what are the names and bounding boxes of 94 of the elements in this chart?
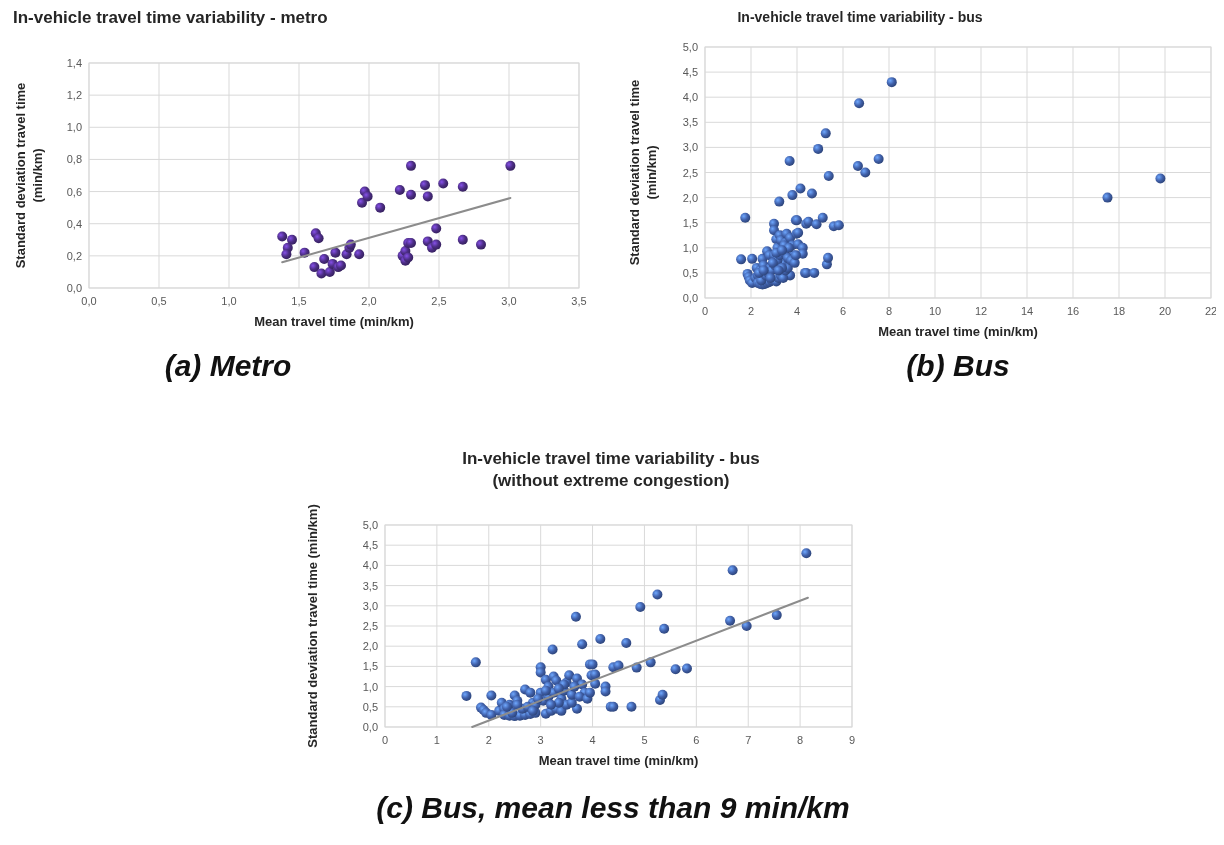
- x-tick-label: 8: [885, 305, 893, 317]
- text: (b) Bus: [906, 349, 1010, 382]
- y-tick-label: 0,2: [66, 249, 82, 262]
- y-tick-label: 3,0: [362, 599, 378, 612]
- x-tick-label: 2: [747, 305, 755, 317]
- x-tick-label: 9: [848, 734, 856, 746]
- point: [420, 180, 430, 191]
- y-tick-label: 0,8: [66, 153, 82, 166]
- x-tick-label: 2,5: [431, 295, 447, 307]
- text: (c) Bus, mean less than 9 min/km: [376, 791, 850, 824]
- y-tick-label: 3,5: [682, 116, 698, 129]
- x-tick-label: 1,0: [221, 295, 237, 307]
- point: [431, 223, 442, 234]
- point: [394, 184, 405, 195]
- x-tick-label: 0,5: [151, 295, 167, 307]
- y-tick-label: 4,5: [682, 66, 698, 79]
- x-tick-label: 3,5: [571, 295, 587, 307]
- point: [438, 178, 449, 189]
- x-axis-title: Mean travel time (min/km): [538, 753, 699, 768]
- x-tick-label: 0: [381, 734, 389, 746]
- point: [375, 202, 386, 213]
- y-tick-label: 0,0: [66, 282, 82, 294]
- y-tick-label: 3,5: [362, 579, 378, 592]
- point: [505, 160, 516, 171]
- y-tick-label: 1,0: [362, 680, 378, 693]
- chart-title: In-vehicle travel time variability - bus: [737, 9, 983, 25]
- x-axis-title: Mean travel time (min/km): [878, 324, 1038, 339]
- point: [324, 266, 335, 277]
- y-axis-title: Standard deviation travel time (min/km): [627, 79, 660, 266]
- x-tick-label: 12: [974, 305, 988, 317]
- x-tick-label: 0,0: [81, 295, 97, 307]
- x-tick-label: 4: [793, 305, 801, 317]
- x-tick-label: 0: [701, 305, 709, 317]
- y-tick-label: 0,6: [66, 185, 82, 198]
- point: [277, 231, 288, 242]
- y-tick-label: 4,0: [682, 91, 698, 104]
- y-tick-label: 0,4: [66, 217, 82, 230]
- y-tick-label: 0,5: [362, 700, 378, 713]
- x-tick-label: 6: [693, 734, 700, 746]
- point: [457, 181, 468, 192]
- point: [354, 249, 365, 260]
- x-tick-label: 3,0: [501, 295, 517, 307]
- y-tick-label: 4,0: [362, 559, 378, 572]
- point: [313, 233, 324, 244]
- chart-title: In-vehicle travel time variability - bus (without extreme congestion): [462, 449, 760, 490]
- text: (a) Metro: [164, 349, 292, 382]
- x-tick-label: 18: [1112, 305, 1126, 317]
- x-tick-label: 3: [537, 734, 544, 746]
- x-tick-label: 2: [485, 734, 492, 746]
- y-tick-label: 1,2: [66, 89, 82, 102]
- y-tick-label: 2,0: [682, 191, 698, 204]
- x-tick-label: 16: [1066, 305, 1080, 317]
- y-tick-label: 1,5: [362, 660, 378, 673]
- y-tick-label: 4,5: [362, 539, 378, 552]
- point: [287, 234, 297, 245]
- point: [362, 191, 373, 202]
- x-tick-label: 14: [1020, 305, 1034, 317]
- x-tick-label: 7: [745, 734, 752, 746]
- x-tick-label: 6: [839, 305, 847, 317]
- y-tick-label: 1,0: [682, 241, 698, 254]
- y-tick-label: 1,0: [66, 121, 82, 134]
- point: [357, 197, 367, 208]
- y-tick-label: 0,0: [362, 721, 378, 733]
- y-tick-label: 5,0: [682, 41, 698, 53]
- point: [330, 247, 341, 258]
- point: [309, 262, 320, 273]
- x-axis-title: Mean travel time (min/km): [254, 314, 414, 329]
- y-tick-label: 2,5: [362, 620, 378, 632]
- chart-title: In-vehicle travel time variability - metro: [13, 8, 328, 27]
- y-axis-title: Standard deviation travel time (min/km): [13, 82, 46, 269]
- y-tick-label: 2,0: [362, 640, 378, 653]
- point: [406, 189, 416, 200]
- point: [422, 191, 433, 202]
- point: [431, 239, 442, 250]
- y-axis-title: Standard deviation travel time (min/km): [305, 504, 321, 748]
- y-tick-label: 3,0: [682, 141, 698, 154]
- x-tick-label: 5: [641, 734, 648, 746]
- y-tick-label: 2,5: [682, 166, 698, 179]
- x-tick-label: 1,5: [291, 295, 307, 307]
- point: [281, 249, 292, 260]
- x-tick-label: 10: [928, 305, 942, 317]
- point: [476, 239, 486, 250]
- x-tick-label: 22: [1204, 305, 1218, 317]
- y-tick-label: 1,4: [66, 57, 82, 69]
- point: [457, 234, 468, 245]
- x-tick-label: 1: [433, 734, 440, 746]
- x-tick-label: 8: [797, 734, 804, 746]
- y-tick-label: 0,5: [682, 266, 698, 279]
- y-tick-label: 1,5: [682, 216, 698, 229]
- y-tick-label: 5,0: [362, 519, 378, 531]
- point: [406, 160, 416, 171]
- x-tick-label: 20: [1158, 305, 1172, 317]
- point: [319, 254, 330, 265]
- x-tick-label: 4: [589, 734, 596, 746]
